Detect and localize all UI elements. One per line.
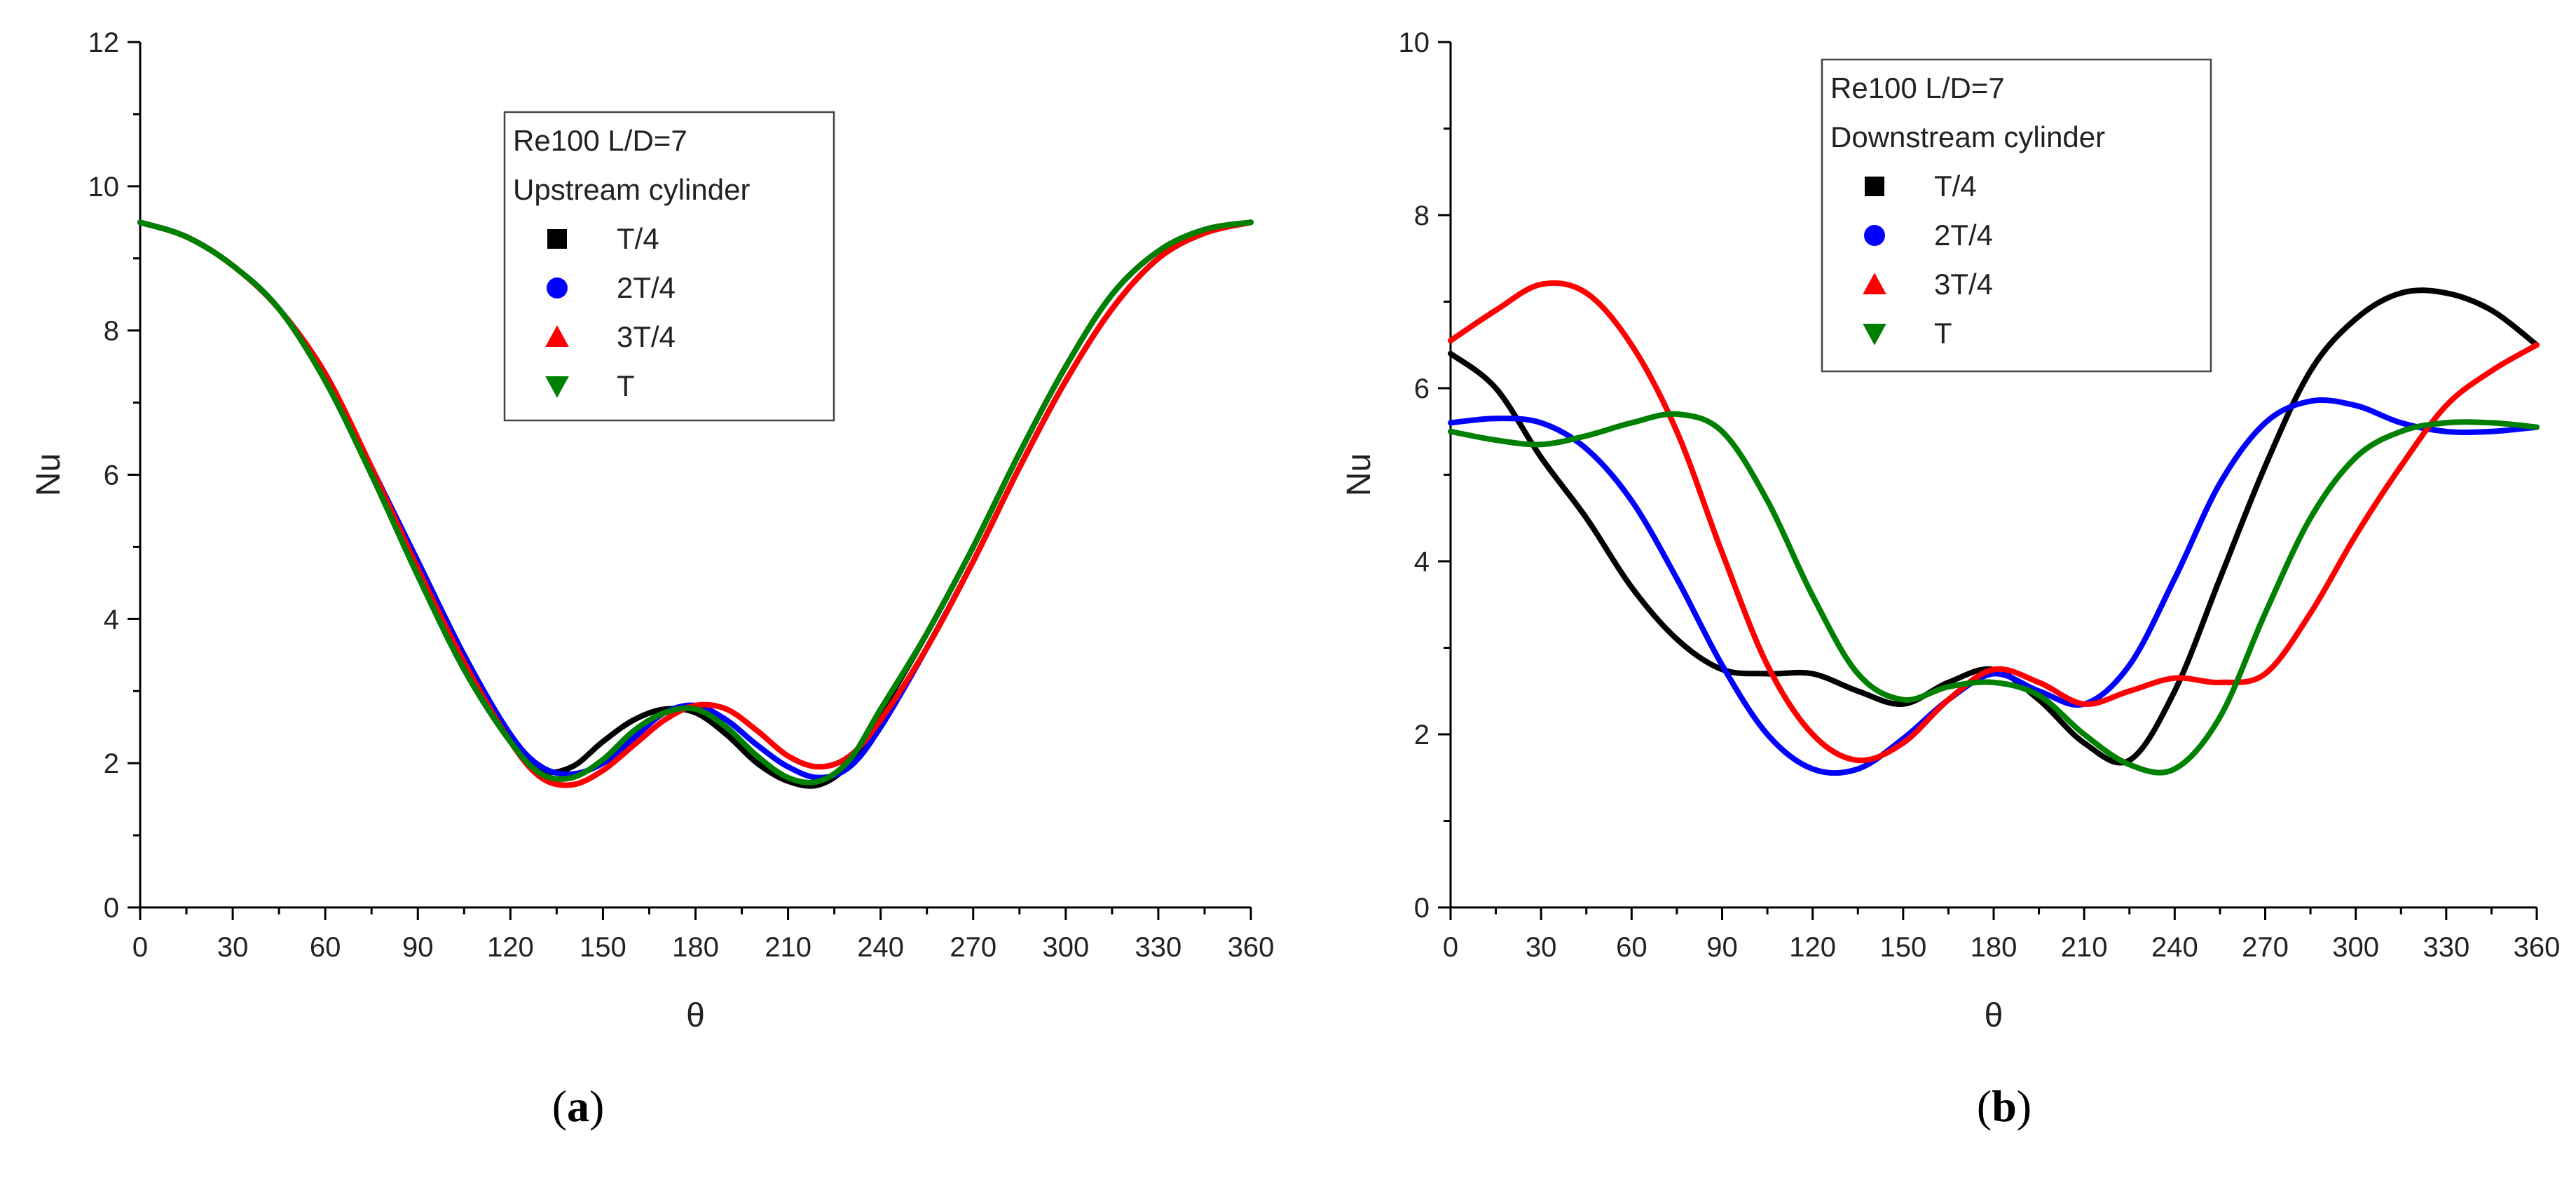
legend-marker-triangle-down <box>1863 324 1886 345</box>
x-tick-label: 0 <box>1443 932 1458 963</box>
x-tick-label: 270 <box>2242 932 2289 963</box>
series-line-3t-4 <box>1448 280 2540 764</box>
legend-box <box>503 111 835 422</box>
y-tick-label: 6 <box>104 460 119 491</box>
legend-marker-circle <box>1864 225 1885 246</box>
series-line-t <box>1448 411 2540 776</box>
x-tick-label: 0 <box>132 932 148 963</box>
x-tick-label: 210 <box>2061 932 2108 963</box>
x-tick-label: 360 <box>2514 932 2561 963</box>
y-tick-label: 0 <box>1414 893 1430 924</box>
x-tick-label: 120 <box>487 932 534 963</box>
panel-label: (a) <box>552 1081 605 1131</box>
legend-title-line: Downstream cylinder <box>1830 121 2105 153</box>
legend-marker-triangle-down <box>545 376 569 398</box>
y-tick-label: 8 <box>104 316 119 347</box>
legend-title-line: Upstream cylinder <box>513 173 750 206</box>
series-line-t <box>137 219 1254 785</box>
x-tick-label: 300 <box>1042 932 1089 963</box>
x-tick-label: 90 <box>1706 932 1738 963</box>
y-tick-label: 10 <box>1399 27 1430 58</box>
legend-marker-circle <box>547 277 568 299</box>
x-tick-label: 30 <box>1526 932 1557 963</box>
legend-marker-triangle-up <box>1863 273 1886 294</box>
y-tick-label: 4 <box>1414 547 1430 577</box>
x-tick-label: 180 <box>672 932 719 963</box>
x-tick-label: 150 <box>580 932 626 963</box>
x-tick-label: 300 <box>2332 932 2379 963</box>
y-tick-label: 4 <box>104 604 119 635</box>
y-tick-label: 6 <box>1414 373 1430 404</box>
x-tick-label: 180 <box>1971 932 2017 963</box>
y-tick-label: 0 <box>104 893 119 924</box>
panel-label: (b) <box>1977 1081 2032 1131</box>
x-tick-label: 240 <box>2151 932 2198 963</box>
x-tick-label: 330 <box>1135 932 1182 963</box>
y-tick-label: 12 <box>88 27 120 58</box>
legend-marker-square <box>547 229 567 249</box>
x-tick-label: 150 <box>1879 932 1926 963</box>
x-tick-label: 90 <box>402 932 434 963</box>
x-tick-label: 210 <box>765 932 811 963</box>
x-tick-label: 360 <box>1228 932 1275 963</box>
legend-entry-label: 3T/4 <box>617 320 676 353</box>
x-tick-label: 60 <box>310 932 341 963</box>
x-tick-label: 60 <box>1616 932 1647 963</box>
y-tick-label: 8 <box>1414 200 1430 231</box>
legend-title-line: Re100 L/D=7 <box>513 124 687 157</box>
legend-entry-label: T/4 <box>1934 170 1977 203</box>
legend-entry-label: T <box>617 369 635 402</box>
legend-entry-label: T/4 <box>617 222 659 255</box>
legend-entry-label: T <box>1934 317 1952 350</box>
x-tick-label: 240 <box>857 932 904 963</box>
series-line-2t-4 <box>1448 397 2540 776</box>
legend-entry-label: 3T/4 <box>1934 268 1993 301</box>
chart-upstream-cylinder: 0 30 60 90 120 150 180 210 240 270 300 330 360 0 2 4 6 8 1… <box>30 27 1274 1131</box>
y-tick-label: 2 <box>1414 720 1430 750</box>
legend-title-line: Re100 L/D=7 <box>1830 71 2005 104</box>
y-axis-title: Nu <box>1341 453 1378 496</box>
y-tick-label: 2 <box>104 748 119 779</box>
x-tick-label: 120 <box>1789 932 1836 963</box>
x-tick-label: 30 <box>217 932 249 963</box>
legend-marker-triangle-up <box>545 325 569 347</box>
legend-marker-square <box>1865 177 1884 196</box>
x-axis-title: θ <box>686 997 705 1034</box>
legend-box <box>1821 58 2212 373</box>
series-line-3t-4 <box>137 219 1254 788</box>
legend-entry-label: 2T/4 <box>1934 219 1993 252</box>
chart-downstream-cylinder: 0 30 60 90 120 150 180 210 240 270 300 330 360 0 2 4 6 8 1… <box>1341 27 2560 1131</box>
x-tick-label: 270 <box>950 932 996 963</box>
legend-entry-label: 2T/4 <box>617 271 676 304</box>
y-tick-label: 10 <box>88 172 120 203</box>
x-axis-title: θ <box>1985 997 2003 1034</box>
x-tick-label: 330 <box>2423 932 2469 963</box>
y-axis-title: Nu <box>30 453 67 496</box>
